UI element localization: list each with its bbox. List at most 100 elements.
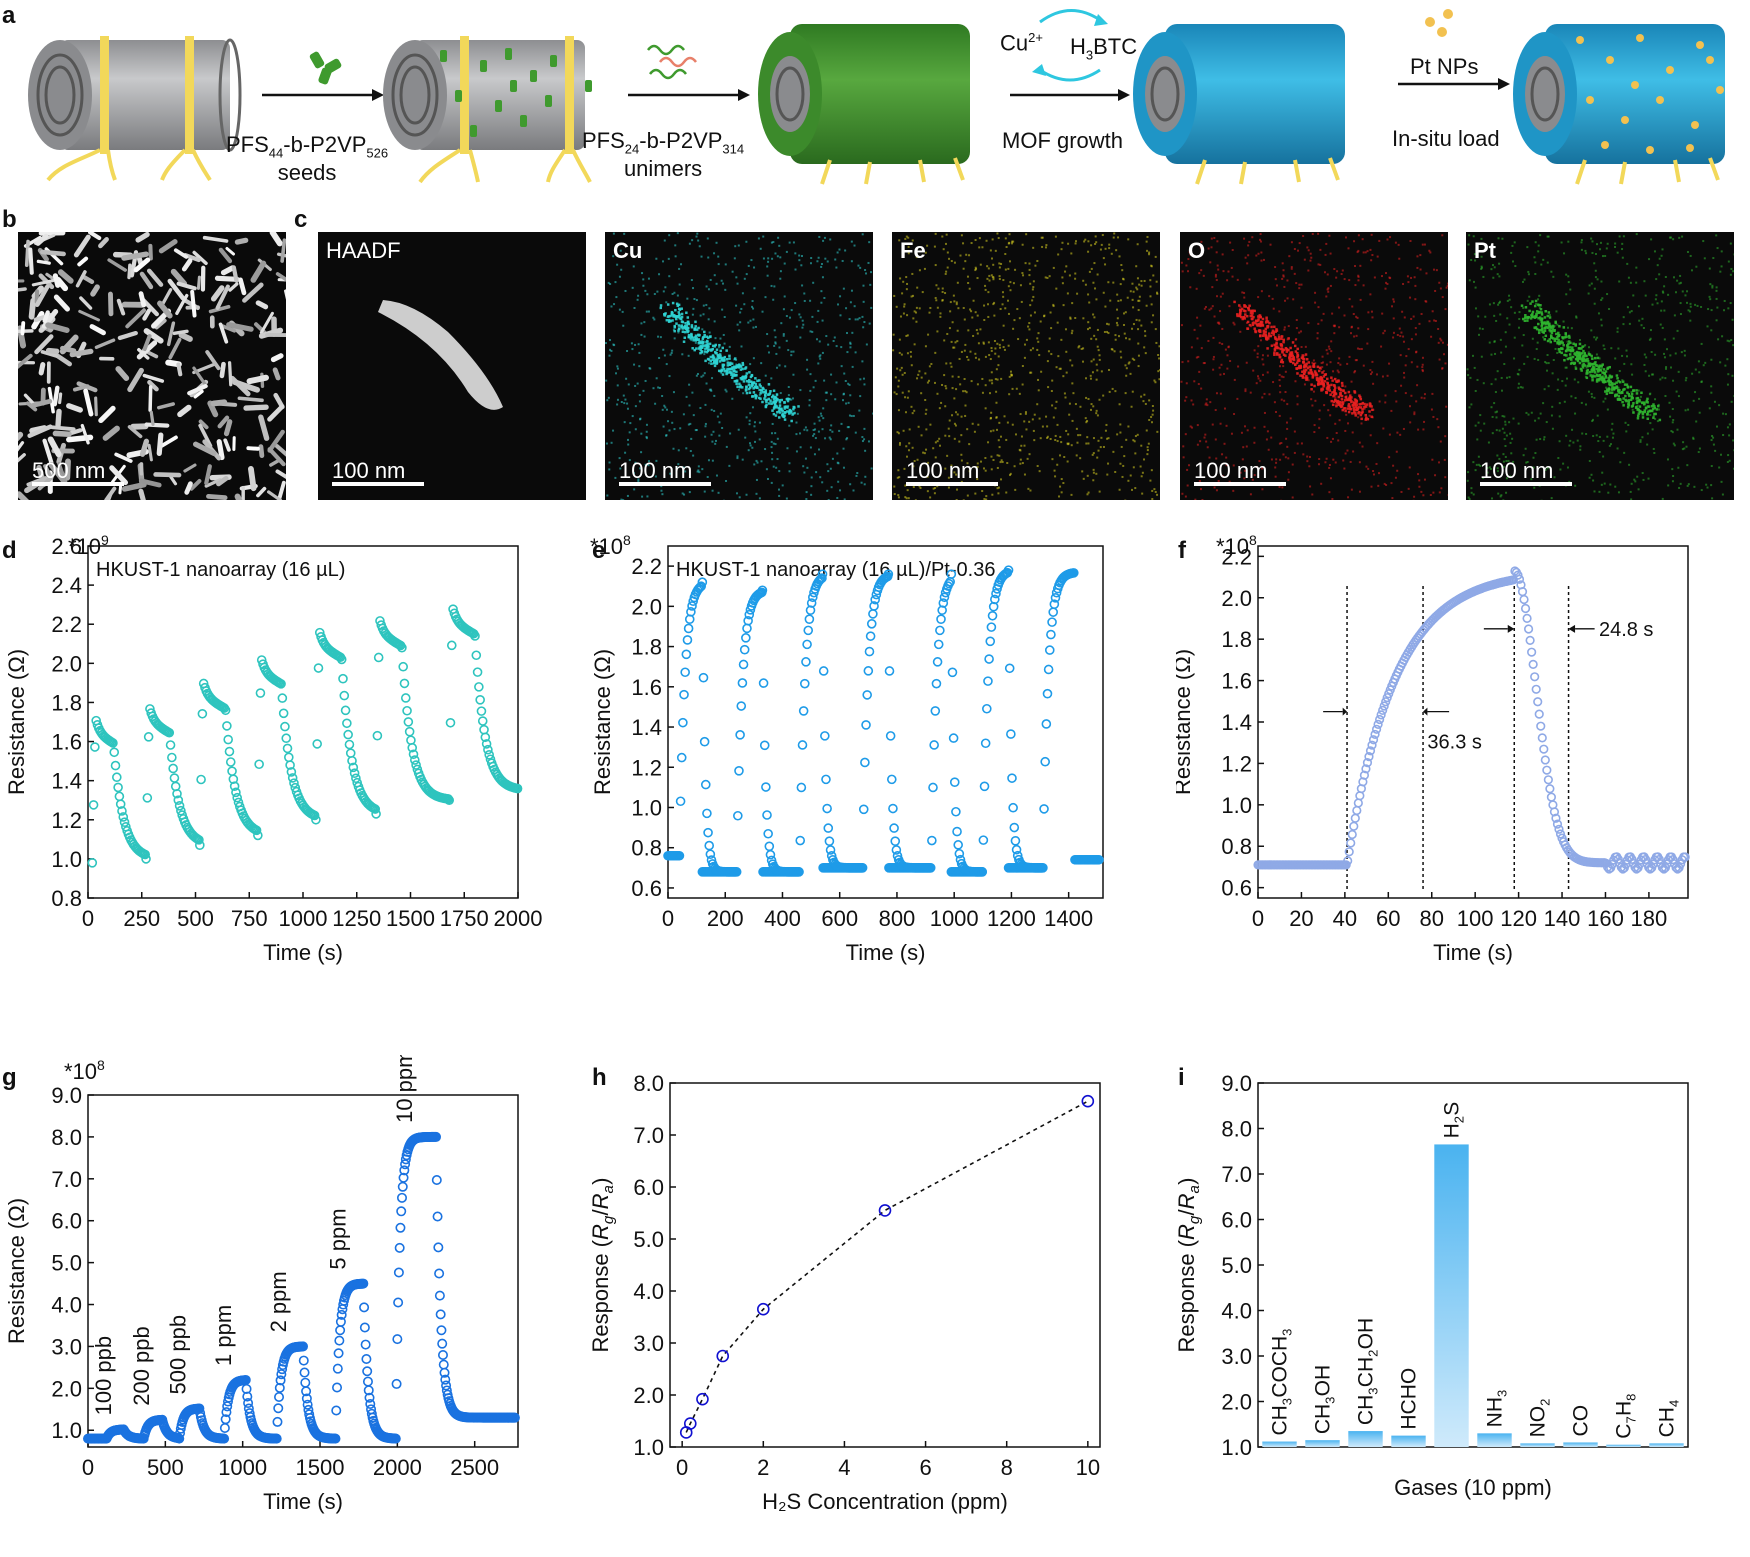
noise-dot (747, 264, 750, 267)
noise-dot (1007, 242, 1010, 245)
signal-dot (1334, 392, 1338, 396)
sem-rod (270, 353, 284, 363)
noise-dot (729, 432, 732, 435)
o-map-image: O 100 nm (1180, 232, 1448, 500)
sem-rod (80, 274, 95, 285)
noise-dot (1507, 459, 1510, 462)
noise-dot (1039, 320, 1042, 323)
noise-dot (1307, 365, 1310, 368)
noise-dot (1610, 347, 1613, 350)
noise-dot (1070, 493, 1073, 496)
noise-dot (1006, 299, 1009, 302)
sem-rod (64, 458, 71, 481)
y-axis-label: Resistance (Ω) (4, 649, 29, 795)
signal-dot (714, 343, 717, 347)
signal-dot (1626, 391, 1629, 394)
noise-dot (695, 235, 698, 238)
noise-dot (981, 377, 984, 380)
noise-dot (655, 459, 658, 462)
signal-dot (1567, 334, 1571, 338)
data-point (164, 727, 175, 738)
noise-dot (1621, 242, 1624, 245)
noise-dot (1021, 365, 1024, 368)
noise-dot (1684, 379, 1687, 382)
noise-dot (623, 232, 626, 235)
signal-dot (1636, 417, 1640, 420)
noise-dot (867, 261, 870, 264)
sem-rod (78, 309, 100, 322)
signal-dot (1582, 349, 1585, 353)
signal-dot (1249, 314, 1253, 318)
noise-dot (1643, 280, 1646, 283)
noise-dot (1590, 237, 1593, 240)
noise-dot (1213, 486, 1216, 489)
signal-dot (755, 385, 759, 389)
noise-dot (1314, 362, 1317, 365)
noise-dot (1036, 465, 1039, 468)
noise-dot (700, 375, 703, 378)
noise-dot (834, 398, 837, 401)
noise-dot (1225, 424, 1228, 427)
noise-dot (1468, 279, 1471, 282)
noise-dot (1388, 456, 1391, 459)
noise-dot (1562, 320, 1565, 323)
noise-dot (1150, 416, 1153, 419)
noise-dot (1632, 294, 1635, 297)
noise-dot (1298, 331, 1301, 334)
noise-dot (692, 307, 695, 310)
noise-dot (1409, 296, 1412, 299)
noise-dot (1011, 240, 1014, 243)
noise-dot (817, 430, 820, 433)
noise-dot (1011, 242, 1014, 245)
signal-dot (1580, 352, 1584, 355)
noise-dot (1728, 423, 1731, 426)
sem-rod (35, 233, 49, 246)
noise-dot (1187, 360, 1190, 363)
noise-dot (1307, 269, 1310, 272)
sem-rod (27, 424, 53, 438)
signal-dot (1613, 386, 1617, 389)
noise-dot (1123, 455, 1126, 458)
noise-dot (916, 377, 919, 380)
signal-dot (1322, 385, 1326, 388)
noise-dot (965, 391, 968, 394)
signal-dot (734, 366, 737, 369)
noise-dot (906, 334, 909, 337)
noise-dot (1323, 404, 1326, 407)
noise-dot (812, 386, 815, 389)
sem-rod (144, 422, 170, 428)
signal-dot (684, 326, 687, 329)
signal-dot (672, 314, 676, 317)
noise-dot (1211, 286, 1214, 289)
signal-dot (689, 337, 692, 340)
signal-dot (741, 363, 745, 367)
noise-dot (1476, 438, 1479, 441)
noise-dot (769, 401, 772, 404)
noise-dot (821, 319, 824, 322)
noise-dot (1710, 309, 1713, 312)
signal-dot (1326, 382, 1329, 386)
noise-dot (1302, 453, 1305, 456)
signal-dot (1569, 356, 1572, 359)
noise-dot (817, 256, 820, 259)
signal-dot (1331, 391, 1334, 394)
noise-dot (1663, 285, 1666, 288)
noise-dot (1474, 307, 1477, 310)
noise-dot (1677, 370, 1680, 373)
noise-dot (626, 407, 629, 410)
noise-dot (1438, 358, 1441, 361)
noise-dot (1048, 275, 1051, 278)
noise-dot (1503, 415, 1506, 418)
noise-dot (919, 486, 922, 489)
signal-dot (745, 385, 748, 388)
signal-dot (1363, 402, 1366, 406)
noise-dot (945, 233, 948, 236)
noise-dot (798, 259, 801, 262)
noise-dot (1372, 470, 1375, 473)
noise-dot (1077, 346, 1080, 349)
noise-dot (990, 371, 993, 374)
noise-dot (1392, 336, 1395, 339)
noise-dot (1698, 397, 1701, 400)
noise-dot (1617, 347, 1620, 350)
noise-dot (1671, 468, 1674, 471)
